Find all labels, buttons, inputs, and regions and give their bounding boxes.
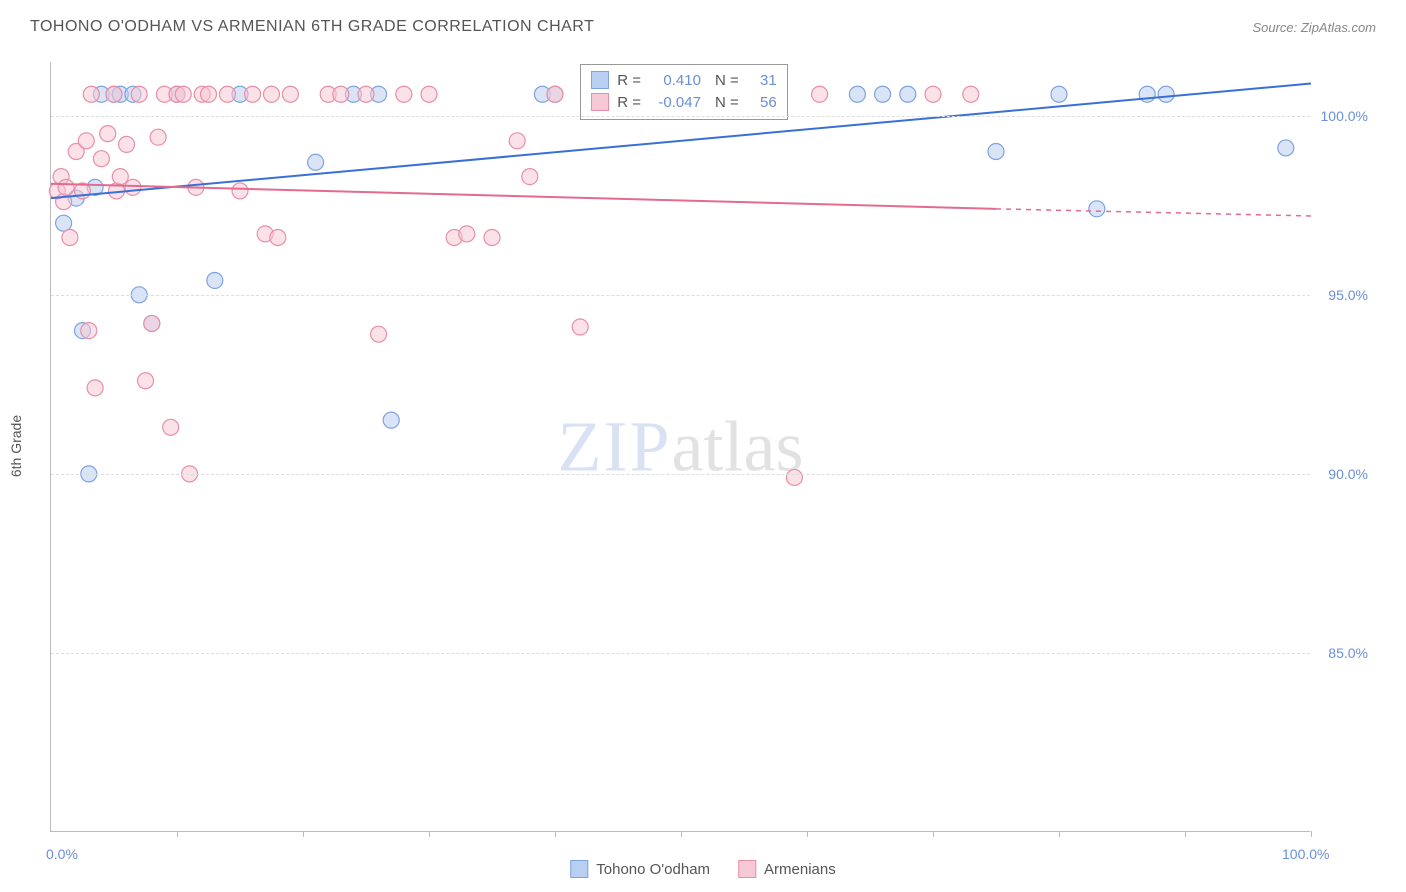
- data-point: [175, 86, 191, 102]
- x-tick: [807, 831, 808, 837]
- data-point: [150, 129, 166, 145]
- data-point: [1278, 140, 1294, 156]
- legend-series-label: Armenians: [764, 861, 836, 878]
- data-point: [219, 86, 235, 102]
- data-point: [282, 86, 298, 102]
- data-point: [125, 179, 141, 195]
- gridline: [51, 653, 1310, 654]
- gridline: [51, 474, 1310, 475]
- trend-line-dashed: [996, 209, 1311, 216]
- data-point: [138, 373, 154, 389]
- data-point: [56, 215, 72, 231]
- data-point: [81, 323, 97, 339]
- y-tick-label: 85.0%: [1328, 645, 1368, 661]
- data-point: [547, 86, 563, 102]
- data-point: [459, 226, 475, 242]
- data-point: [93, 151, 109, 167]
- data-point: [849, 86, 865, 102]
- legend-r-value: 0.410: [649, 72, 701, 89]
- legend-row: R = -0.047 N = 56: [591, 91, 777, 113]
- data-point: [875, 86, 891, 102]
- legend-row: R = 0.410 N = 31: [591, 69, 777, 91]
- data-point: [264, 86, 280, 102]
- data-point: [812, 86, 828, 102]
- legend-series-label: Tohono O'odham: [596, 861, 710, 878]
- plot-area: ZIPatlas R =0.410N =31R =-0.047N =56 85.…: [50, 62, 1310, 832]
- data-point: [232, 183, 248, 199]
- data-point: [421, 86, 437, 102]
- data-point: [78, 133, 94, 149]
- legend-r-value: -0.047: [649, 94, 701, 111]
- chart-svg: [51, 62, 1310, 831]
- data-point: [963, 86, 979, 102]
- legend-series: Tohono O'odham Armenians: [570, 860, 835, 878]
- data-point: [383, 412, 399, 428]
- legend-series-item: Armenians: [738, 860, 836, 878]
- data-point: [131, 86, 147, 102]
- data-point: [144, 315, 160, 331]
- legend-r-label: R =: [617, 94, 641, 111]
- data-point: [207, 272, 223, 288]
- data-point: [62, 229, 78, 245]
- data-point: [201, 86, 217, 102]
- legend-n-value: 31: [747, 72, 777, 89]
- x-tick: [933, 831, 934, 837]
- gridline: [51, 116, 1310, 117]
- data-point: [509, 133, 525, 149]
- data-point: [371, 326, 387, 342]
- legend-swatch: [570, 860, 588, 878]
- data-point: [333, 86, 349, 102]
- trend-line: [51, 184, 996, 209]
- y-axis-label: 6th Grade: [8, 415, 24, 477]
- y-tick-label: 90.0%: [1328, 466, 1368, 482]
- legend-r-label: R =: [617, 72, 641, 89]
- data-point: [1158, 86, 1174, 102]
- data-point: [396, 86, 412, 102]
- x-tick: [177, 831, 178, 837]
- x-tick: [303, 831, 304, 837]
- data-point: [87, 380, 103, 396]
- legend-swatch: [591, 71, 609, 89]
- data-point: [308, 154, 324, 170]
- legend-n-value: 56: [747, 94, 777, 111]
- data-point: [484, 229, 500, 245]
- data-point: [786, 469, 802, 485]
- legend-series-item: Tohono O'odham: [570, 860, 710, 878]
- x-tick-label: 100.0%: [1282, 846, 1329, 862]
- x-tick: [1059, 831, 1060, 837]
- data-point: [245, 86, 261, 102]
- x-tick: [1185, 831, 1186, 837]
- y-tick-label: 95.0%: [1328, 287, 1368, 303]
- x-tick: [429, 831, 430, 837]
- x-tick: [1311, 831, 1312, 837]
- x-tick: [555, 831, 556, 837]
- gridline: [51, 295, 1310, 296]
- y-tick-label: 100.0%: [1321, 108, 1368, 124]
- legend-n-label: N =: [715, 94, 739, 111]
- data-point: [522, 169, 538, 185]
- data-point: [925, 86, 941, 102]
- legend-n-label: N =: [715, 72, 739, 89]
- data-point: [83, 86, 99, 102]
- data-point: [163, 419, 179, 435]
- data-point: [119, 136, 135, 152]
- legend-swatch: [591, 93, 609, 111]
- data-point: [112, 169, 128, 185]
- data-point: [106, 86, 122, 102]
- data-point: [270, 229, 286, 245]
- data-point: [1089, 201, 1105, 217]
- data-point: [58, 179, 74, 195]
- x-tick: [681, 831, 682, 837]
- data-point: [358, 86, 374, 102]
- source-attribution: Source: ZipAtlas.com: [1252, 20, 1376, 35]
- data-point: [1051, 86, 1067, 102]
- data-point: [100, 126, 116, 142]
- chart-title: TOHONO O'ODHAM VS ARMENIAN 6TH GRADE COR…: [30, 18, 594, 36]
- data-point: [988, 144, 1004, 160]
- data-point: [900, 86, 916, 102]
- x-tick-label: 0.0%: [46, 846, 78, 862]
- legend-swatch: [738, 860, 756, 878]
- legend-correlation-box: R = 0.410 N = 31 R = -0.047 N = 56: [580, 64, 788, 120]
- data-point: [572, 319, 588, 335]
